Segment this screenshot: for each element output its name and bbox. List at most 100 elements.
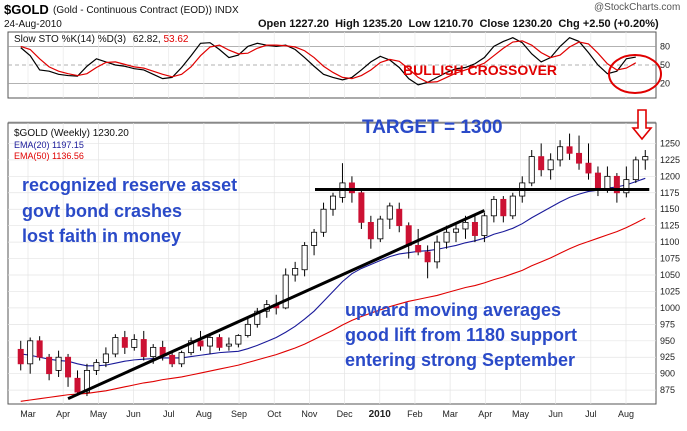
price-tick-label: 900 (660, 369, 675, 379)
candle-up (311, 231, 318, 246)
candle-down (140, 339, 147, 357)
x-tick-label: Nov (301, 409, 318, 419)
candle-down (46, 356, 53, 375)
candle-up (55, 356, 62, 371)
candle-down (594, 172, 601, 190)
candle-down (396, 208, 403, 227)
sto-axis-labels: 20 50 80 (660, 41, 670, 88)
lost-faith-note: lost faith in money (22, 226, 181, 246)
candle-down (197, 340, 204, 347)
candle-up (301, 245, 308, 271)
candle-up (386, 205, 393, 220)
uptrend-line (67, 209, 486, 401)
candle-up (453, 228, 460, 233)
candle-up (83, 369, 90, 393)
candle-up (329, 195, 337, 210)
candle-up (178, 352, 185, 365)
chg-label: Chg (558, 18, 580, 30)
x-tick-label: Dec (337, 409, 354, 419)
candle-down (358, 192, 365, 223)
chg-value: +2.50 (+0.20%) (582, 18, 659, 30)
down-arrow-icon (631, 109, 653, 141)
x-tick-label: Jul (163, 409, 175, 419)
candle-down (613, 175, 620, 194)
x-tick-label: Oct (267, 409, 282, 419)
x-tick-label: Feb (407, 409, 423, 419)
sto-tick-label: 50 (660, 60, 670, 70)
candle-up (642, 156, 649, 161)
bullish-crossover-note: BULLISH CROSSOVER (403, 62, 557, 78)
support-lift-note: good lift from 1180 support (345, 325, 577, 345)
candle-up (244, 323, 251, 336)
candle-up (434, 241, 441, 263)
ema50-line (20, 217, 646, 402)
instrument-name: (Gold - Continuous Contract (EOD)) (53, 5, 212, 16)
sto-title-label: Slow STO %K(14) %D(3) (14, 34, 126, 45)
sto-k-line (20, 37, 636, 86)
candle-up (235, 335, 242, 345)
candle-up (112, 337, 119, 355)
candle-up (131, 339, 138, 348)
symbol: $GOLD (4, 2, 49, 17)
candle-down (500, 198, 507, 217)
candle-down (74, 377, 81, 393)
candle-up (93, 362, 100, 371)
stockcharts-logo: @StockCharts.com (594, 2, 681, 13)
candle-up (547, 159, 554, 171)
sto-title: Slow STO %K(14) %D(3) 62.82, 53.62 (14, 34, 189, 45)
price-tick-label: 950 (660, 336, 675, 346)
price-tick-label: 975 (660, 319, 675, 329)
x-tick-label: Jun (548, 409, 563, 419)
candle-up (557, 146, 564, 161)
x-tick-label: Apr (478, 409, 492, 419)
x-tick-label: Jul (585, 409, 597, 419)
candle-up (188, 340, 195, 354)
sto-tick-label: 20 (660, 79, 670, 89)
price-tick-label: 925 (660, 352, 675, 362)
reserve-asset-note: recognized reserve asset (22, 175, 237, 195)
price-tick-label: 1200 (660, 171, 680, 181)
sto-d-value: 53.62 (163, 34, 188, 45)
candle-up (623, 179, 630, 194)
price-tick-label: 1150 (660, 204, 679, 214)
price-tick-label: 1250 (660, 138, 680, 148)
candle-up (282, 274, 289, 309)
candle-up (254, 310, 261, 325)
candle-up (509, 195, 516, 217)
price-panel-frame (7, 122, 657, 405)
x-tick-label: May (90, 409, 108, 419)
candle-down (36, 340, 43, 358)
overlays (67, 187, 650, 401)
price-tick-label: 1100 (660, 237, 679, 247)
sto-d-line (20, 40, 637, 83)
candle-down (471, 221, 478, 236)
candle-up (27, 340, 34, 365)
price-axis-labels: 875 900 925 950 975 1000 1025 1050 1075 1100 1125 1… (660, 138, 680, 395)
x-tick-label: 2010 (369, 409, 392, 420)
low-label: Low (408, 18, 431, 30)
candle-up (102, 353, 109, 363)
x-tick-label: May (512, 409, 530, 419)
close-value: 1230.20 (512, 18, 553, 30)
sto-lines (20, 37, 637, 86)
price-tick-label: 1025 (660, 286, 680, 296)
candle-down (424, 251, 431, 263)
ohlc-readout: Open 1227.20 High 1235.20 Low 1210.70 Cl… (258, 18, 659, 30)
chart-date: 24-Aug-2010 (4, 19, 62, 30)
candle-up (443, 231, 450, 243)
x-tick-label: Sep (231, 409, 247, 419)
candle-down (566, 146, 573, 154)
sto-k-value: 62.82 (133, 34, 158, 45)
moving-averages-note: upward moving averages (345, 300, 561, 320)
candle-up (604, 175, 611, 190)
candle-down (576, 152, 583, 164)
exchange: INDX (214, 5, 239, 16)
candle-down (216, 337, 223, 348)
candle-up (206, 337, 213, 347)
x-tick-label: Aug (618, 409, 634, 419)
ema-lines (20, 177, 646, 402)
close-label: Close (479, 18, 510, 30)
x-tick-label: Mar (20, 409, 36, 419)
candle-down (415, 245, 422, 253)
target-note: TARGET = 1300 (362, 117, 503, 138)
